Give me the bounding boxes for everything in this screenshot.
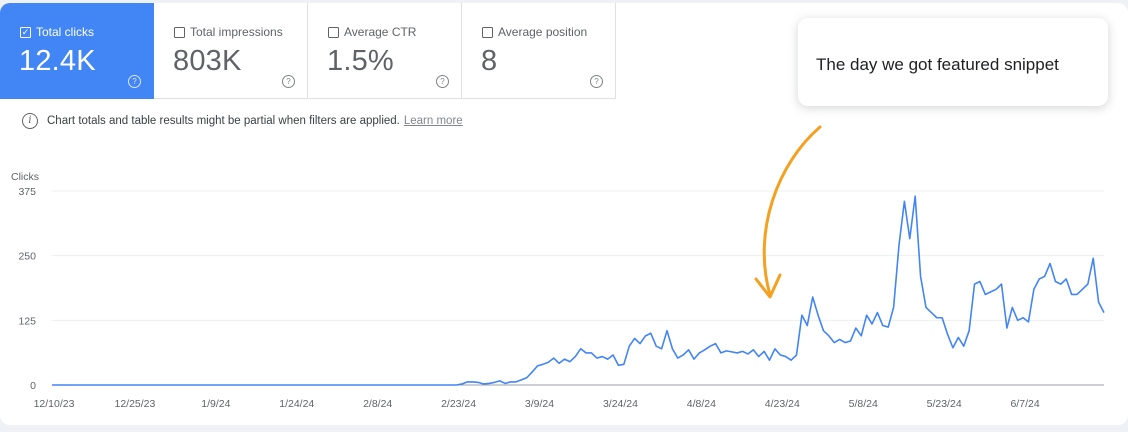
y-tick-label: 250 [18,251,36,263]
checkbox-icon[interactable] [174,26,185,38]
metric-value: 12.4K [19,45,96,77]
annotation-callout: The day we got featured snippet [798,18,1108,106]
clicks-series-line [52,195,1105,386]
info-icon: i [22,113,38,129]
checkbox-icon[interactable] [482,26,493,38]
x-tick-label: 3/24/24 [603,398,638,410]
metric-average-ctr[interactable]: Average CTR 1.5% ? [308,3,462,99]
y-tick-label: 125 [18,315,36,327]
x-tick-label: 1/9/24 [201,398,230,410]
x-tick-label: 2/23/24 [441,398,476,410]
x-tick-label: 6/7/24 [1010,398,1039,410]
notice-text: Chart totals and table results might be … [47,115,400,127]
x-tick-label: 5/8/24 [849,398,878,410]
help-icon[interactable]: ? [590,75,603,88]
x-tick-label: 5/23/24 [927,398,962,410]
metric-value: 1.5% [327,45,394,77]
x-tick-label: 4/8/24 [687,398,716,410]
annotation-arrow-head [754,273,782,299]
metric-value: 803K [173,45,242,77]
metric-label: Total impressions [190,25,283,39]
x-tick-label: 12/10/23 [34,398,75,410]
annotation-text: The day we got featured snippet [816,55,1059,74]
x-axis-ticks: 12/10/23 12/25/23 1/9/24 1/24/24 2/8/24 2/23/… [34,398,1040,410]
help-icon[interactable]: ? [282,75,295,88]
metric-value: 8 [481,45,498,77]
x-tick-label: 2/8/24 [363,398,392,410]
learn-more-link[interactable]: Learn more [403,115,463,127]
y-axis-ticks: 0 125 250 375 [18,186,36,392]
chart-grid [52,190,1104,386]
metric-label: Total clicks [36,25,95,39]
metric-label: Average CTR [344,25,417,39]
x-tick-label: 3/9/24 [525,398,554,410]
x-tick-label: 1/24/24 [279,398,314,410]
metric-average-position[interactable]: Average position 8 ? [462,3,616,99]
partial-data-notice: i Chart totals and table results might b… [22,113,463,129]
y-tick-label: 375 [18,186,36,198]
metric-label: Average position [498,25,588,39]
y-axis-label: Clicks [11,171,39,183]
x-tick-label: 4/23/24 [765,398,800,410]
help-icon[interactable]: ? [128,75,141,88]
metric-tabs: ✓ Total clicks 12.4K ? Total impressions… [0,3,616,99]
checkbox-checked-icon[interactable]: ✓ [20,26,31,38]
performance-card: ✓ Total clicks 12.4K ? Total impressions… [0,3,1128,425]
checkbox-icon[interactable] [328,26,339,38]
clicks-chart: 0 125 250 375 Clicks 12/10/23 12/25/23 1/9/24… [11,125,1105,410]
metric-total-impressions[interactable]: Total impressions 803K ? [154,3,308,99]
annotation-arrow [762,125,822,297]
y-tick-label: 0 [30,380,36,392]
x-tick-label: 12/25/23 [114,398,155,410]
help-icon[interactable]: ? [436,75,449,88]
metric-total-clicks[interactable]: ✓ Total clicks 12.4K ? [0,3,154,99]
